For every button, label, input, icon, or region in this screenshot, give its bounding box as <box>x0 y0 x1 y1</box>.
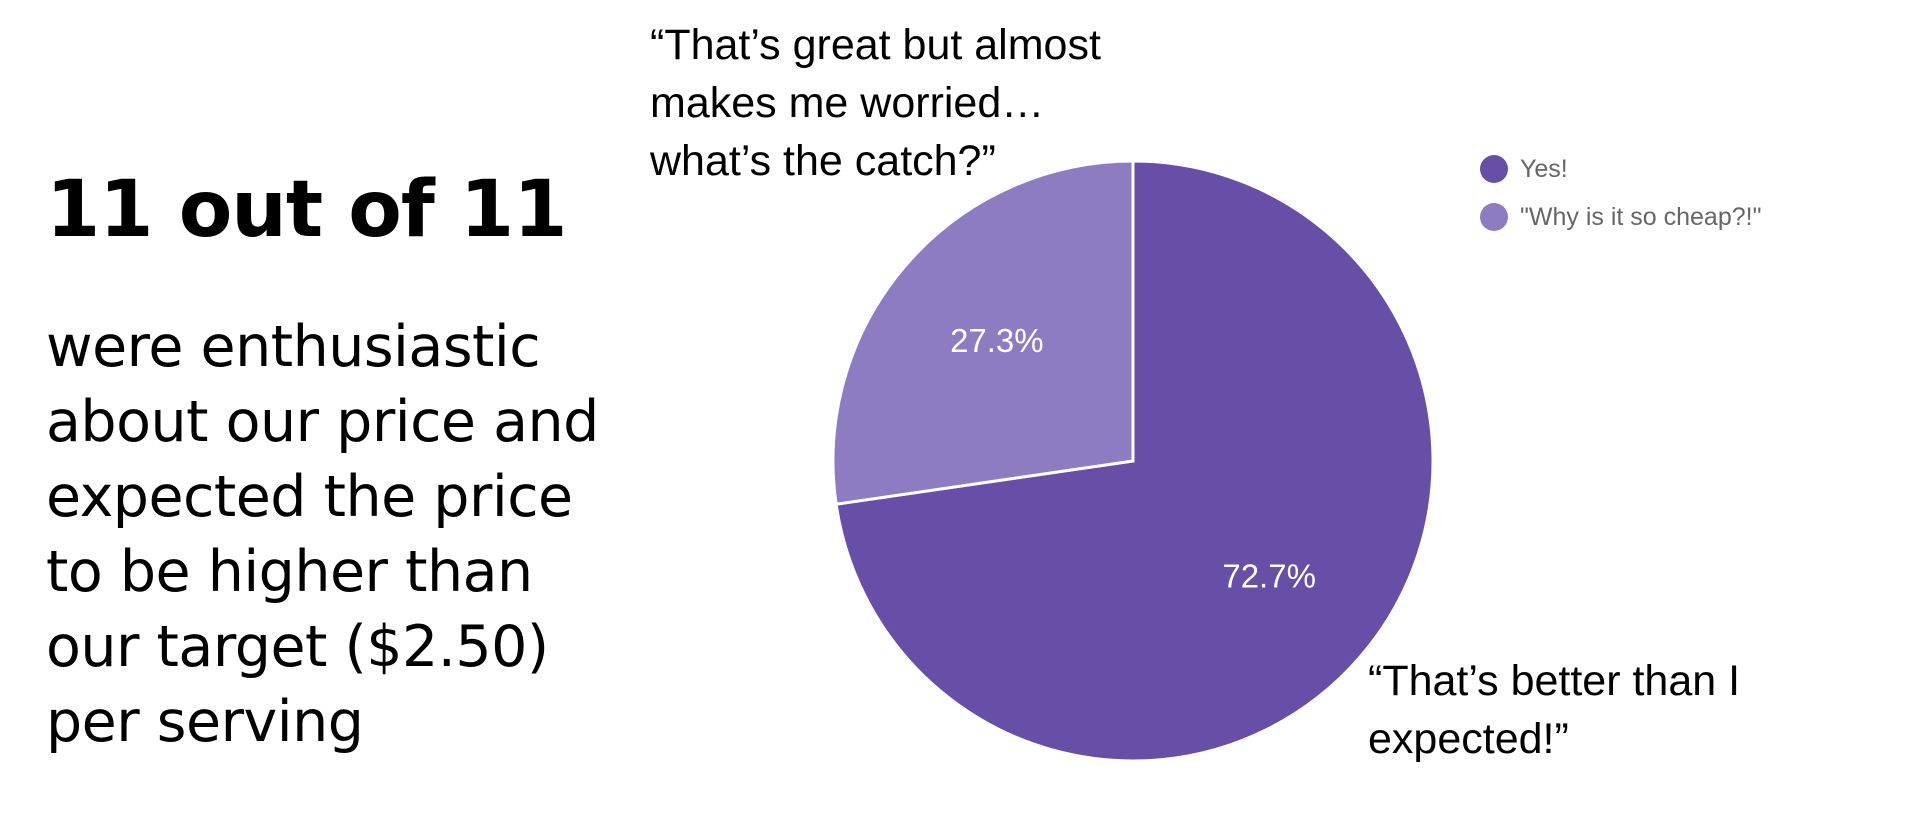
legend-item-why-so-cheap: "Why is it so cheap?!" <box>1480 202 1761 232</box>
summary-line: about our price and <box>46 389 599 455</box>
quote-line: expected!” <box>1368 715 1569 763</box>
quote-line: “That’s better than I <box>1368 657 1741 705</box>
legend-label-yes: Yes! <box>1520 154 1568 183</box>
summary-text: were enthusiastic about our price and ex… <box>46 310 646 760</box>
legend-item-yes: Yes! <box>1480 154 1761 184</box>
summary-line: per serving <box>46 689 364 755</box>
quote-better-than-expected: “That’s better than I expected!” <box>1368 652 1740 768</box>
pie-slice-why-so-cheap <box>831 159 1135 506</box>
quote-line: what’s the catch?” <box>650 137 996 185</box>
chart-legend: Yes! "Why is it so cheap?!" <box>1480 154 1761 250</box>
quote-line: makes me worried… <box>650 79 1045 127</box>
summary-line: expected the price <box>46 464 573 530</box>
legend-swatch-yes <box>1480 155 1508 183</box>
legend-label-why-so-cheap: "Why is it so cheap?!" <box>1520 202 1762 231</box>
summary-line: our target ($2.50) <box>46 614 549 680</box>
quote-line: “That’s great but almost <box>650 21 1101 69</box>
summary-line: were enthusiastic <box>46 314 541 380</box>
headline: 11 out of 11 <box>46 165 567 255</box>
slice-label-yes: 72.7% <box>1222 557 1316 594</box>
pie-slice-yes <box>834 159 1435 763</box>
summary-line: to be higher than <box>46 539 533 605</box>
legend-swatch-why-so-cheap <box>1480 203 1508 231</box>
slice-label-why-so-cheap: 27.3% <box>950 322 1044 359</box>
quote-why-so-cheap: “That’s great but almost makes me worrie… <box>650 16 1101 190</box>
